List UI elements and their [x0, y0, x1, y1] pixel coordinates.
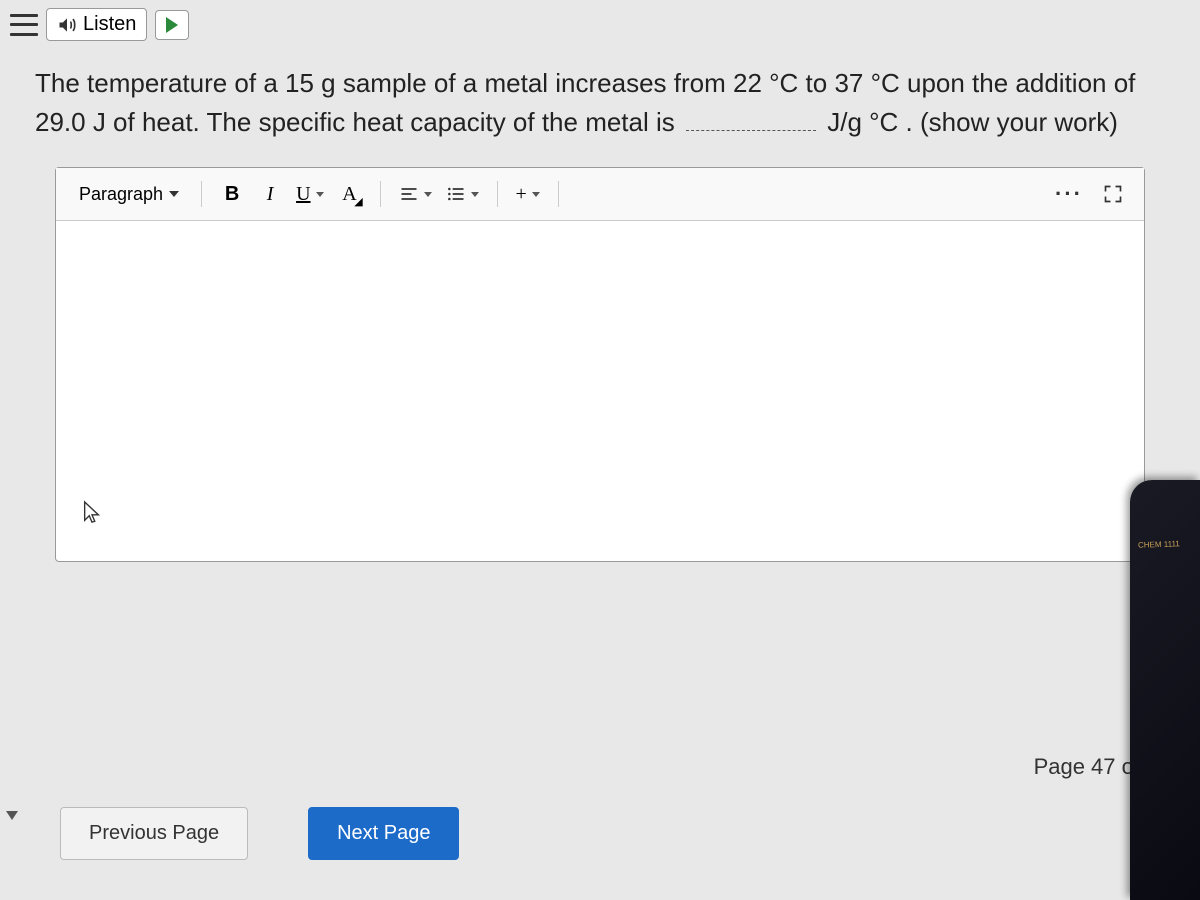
- triangle-down-icon: [6, 811, 18, 820]
- editor-textarea[interactable]: [56, 221, 1144, 561]
- align-left-icon: [399, 184, 419, 204]
- chevron-down-icon: [169, 191, 179, 197]
- speaker-icon: [57, 15, 77, 35]
- chevron-down-icon: [316, 192, 324, 197]
- question-unit: J/g °C . (show your work): [827, 107, 1118, 137]
- phone-screen-text: CHEM 1111: [1138, 539, 1180, 549]
- italic-button[interactable]: I: [254, 178, 286, 210]
- fullscreen-icon: [1103, 184, 1123, 204]
- toolbar-separator: [380, 181, 381, 207]
- toolbar-separator: [558, 181, 559, 207]
- font-color-button[interactable]: A◢: [334, 178, 366, 210]
- chevron-down-icon: [471, 192, 479, 197]
- menu-icon[interactable]: [10, 14, 38, 36]
- chevron-down-icon: [424, 192, 432, 197]
- play-icon: [166, 17, 178, 33]
- underline-label: U: [296, 183, 310, 206]
- side-collapse-button[interactable]: [6, 811, 18, 820]
- paragraph-style-dropdown[interactable]: Paragraph: [71, 180, 187, 209]
- previous-page-button[interactable]: Previous Page: [60, 807, 248, 860]
- answer-blank: [686, 130, 816, 131]
- cursor-icon: [81, 500, 103, 531]
- toolbar-right-group: ···: [1055, 178, 1129, 210]
- play-button[interactable]: [155, 10, 189, 40]
- underline-button[interactable]: U: [292, 178, 327, 210]
- footer-nav: Previous Page Next Page: [0, 807, 1200, 860]
- next-page-button[interactable]: Next Page: [308, 807, 459, 860]
- rich-text-editor: Paragraph B I U A◢ + ··: [55, 167, 1145, 562]
- toolbar-separator: [497, 181, 498, 207]
- chevron-down-icon: [532, 192, 540, 197]
- toolbar-separator: [201, 181, 202, 207]
- listen-button[interactable]: Listen: [46, 8, 147, 41]
- font-color-label: A◢: [342, 183, 356, 206]
- list-icon: [446, 184, 466, 204]
- page-indicator: Page 47 of: [1034, 754, 1140, 780]
- bold-button[interactable]: B: [216, 178, 248, 210]
- align-button[interactable]: [395, 178, 436, 210]
- top-bar: Listen: [0, 0, 1200, 49]
- list-button[interactable]: [442, 178, 483, 210]
- question-text: The temperature of a 15 g sample of a me…: [0, 49, 1200, 167]
- style-label: Paragraph: [79, 184, 163, 205]
- editor-toolbar: Paragraph B I U A◢ + ··: [56, 168, 1144, 221]
- more-options-button[interactable]: ···: [1055, 181, 1083, 207]
- fullscreen-button[interactable]: [1097, 178, 1129, 210]
- phone-overlay: CHEM 1111: [1130, 480, 1200, 900]
- insert-button[interactable]: +: [512, 178, 544, 210]
- listen-label: Listen: [83, 13, 136, 36]
- plus-label: +: [516, 183, 527, 206]
